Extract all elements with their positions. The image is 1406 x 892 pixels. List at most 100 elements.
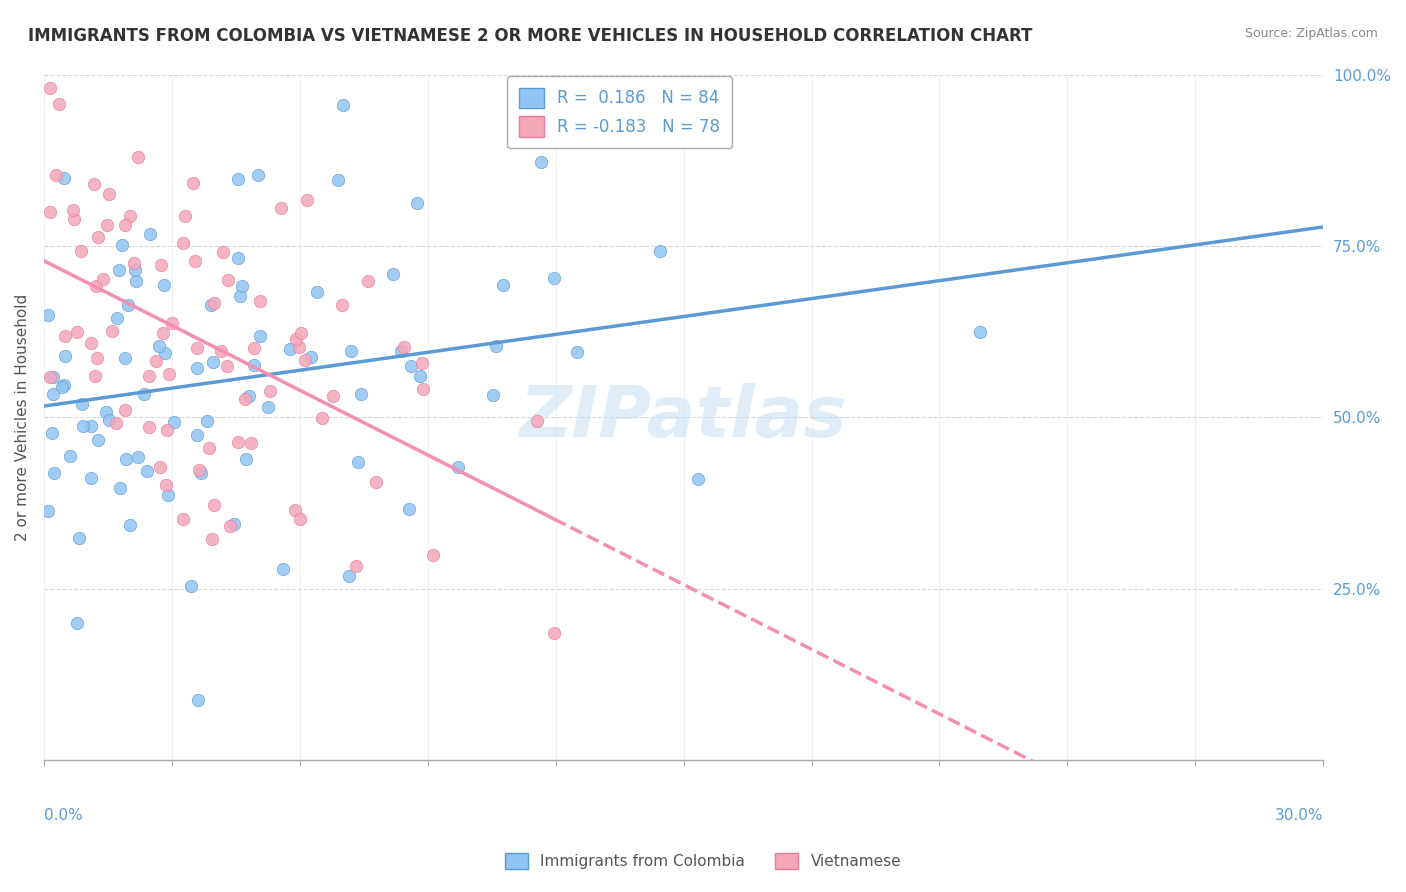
Point xyxy=(186,693,208,707)
Point xyxy=(340,343,363,358)
Point xyxy=(257,400,280,414)
Point xyxy=(59,449,82,463)
Point xyxy=(311,410,333,425)
Point xyxy=(648,244,671,258)
Point xyxy=(485,339,508,353)
Point xyxy=(344,558,367,573)
Point xyxy=(299,350,322,364)
Point xyxy=(107,263,129,277)
Point xyxy=(136,464,159,478)
Point xyxy=(328,173,350,187)
Point xyxy=(65,616,87,631)
Point xyxy=(163,415,186,429)
Point xyxy=(406,196,429,211)
Point xyxy=(51,380,73,394)
Point xyxy=(543,626,565,640)
Point xyxy=(186,361,208,376)
Point xyxy=(530,155,553,169)
Point xyxy=(98,187,121,202)
Point xyxy=(72,418,94,433)
Point xyxy=(295,193,318,207)
Point xyxy=(200,298,222,312)
Point xyxy=(321,389,343,403)
Point xyxy=(290,326,312,341)
Point xyxy=(173,209,195,223)
Point xyxy=(235,452,257,467)
Point xyxy=(97,413,120,427)
Point xyxy=(357,274,380,288)
Point xyxy=(284,502,307,516)
Point xyxy=(114,218,136,232)
Point xyxy=(219,519,242,533)
Text: 30.0%: 30.0% xyxy=(1275,808,1323,823)
Point xyxy=(247,168,270,182)
Point xyxy=(157,488,180,502)
Point xyxy=(195,414,218,428)
Point xyxy=(114,351,136,366)
Point xyxy=(202,498,225,512)
Point xyxy=(94,405,117,419)
Point xyxy=(347,455,370,469)
Text: IMMIGRANTS FROM COLOMBIA VS VIETNAMESE 2 OR MORE VEHICLES IN HOUSEHOLD CORRELATI: IMMIGRANTS FROM COLOMBIA VS VIETNAMESE 2… xyxy=(28,27,1032,45)
Point xyxy=(117,298,139,312)
Point xyxy=(107,311,129,326)
Point xyxy=(190,467,212,481)
Point xyxy=(238,389,260,403)
Point xyxy=(350,387,373,401)
Point xyxy=(337,569,360,583)
Point xyxy=(188,463,211,477)
Point xyxy=(80,418,103,433)
Point xyxy=(215,359,238,373)
Point xyxy=(156,423,179,437)
Point xyxy=(686,472,709,486)
Point xyxy=(201,532,224,546)
Point xyxy=(53,170,76,185)
Point xyxy=(305,285,328,299)
Point xyxy=(138,368,160,383)
Point xyxy=(139,227,162,242)
Point xyxy=(127,150,149,164)
Point xyxy=(422,548,444,562)
Point xyxy=(202,295,225,310)
Point xyxy=(381,267,404,281)
Point xyxy=(48,97,70,112)
Point xyxy=(79,335,101,350)
Point xyxy=(152,277,174,292)
Point xyxy=(118,210,141,224)
Point xyxy=(155,345,177,359)
Point xyxy=(45,168,67,182)
Point xyxy=(330,298,353,312)
Point xyxy=(186,427,208,442)
Point xyxy=(186,341,208,355)
Point xyxy=(224,517,246,532)
Point xyxy=(565,345,588,359)
Point xyxy=(217,273,239,287)
Point xyxy=(115,452,138,467)
Point xyxy=(226,172,249,186)
Point xyxy=(229,289,252,303)
Point xyxy=(96,218,118,232)
Point xyxy=(226,435,249,450)
Point xyxy=(399,359,422,373)
Point xyxy=(157,367,180,381)
Point xyxy=(62,203,84,218)
Point xyxy=(160,316,183,330)
Point xyxy=(270,201,292,215)
Point xyxy=(226,252,249,266)
Point xyxy=(481,388,503,402)
Point xyxy=(181,176,204,190)
Point xyxy=(83,177,105,191)
Point xyxy=(543,271,565,285)
Point xyxy=(209,344,232,359)
Text: ZIPatlas: ZIPatlas xyxy=(520,383,848,452)
Point xyxy=(412,382,434,396)
Point xyxy=(42,466,65,480)
Point xyxy=(231,278,253,293)
Point xyxy=(411,356,433,370)
Point xyxy=(148,339,170,353)
Point xyxy=(67,531,90,545)
Point xyxy=(72,397,94,411)
Text: Source: ZipAtlas.com: Source: ZipAtlas.com xyxy=(1244,27,1378,40)
Legend: R =  0.186   N = 84, R = -0.183   N = 78: R = 0.186 N = 84, R = -0.183 N = 78 xyxy=(508,76,733,148)
Point xyxy=(242,359,264,373)
